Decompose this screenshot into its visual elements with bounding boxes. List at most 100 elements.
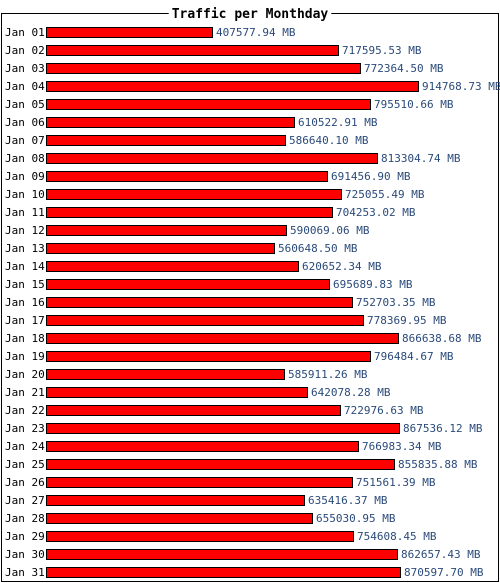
value-label: 610522.91 MB (298, 116, 378, 129)
bar-row: Jan 11 704253.02 MB (5, 206, 416, 219)
day-label: Jan 26 (5, 476, 45, 489)
bar-row: Jan 25 855835.88 MB (5, 458, 478, 471)
traffic-bar (46, 333, 399, 344)
traffic-bar (46, 243, 275, 254)
value-label: 766983.34 MB (362, 440, 442, 453)
value-label: 704253.02 MB (336, 206, 416, 219)
bar-row: Jan 01 407577.94 MB (5, 26, 296, 39)
day-label: Jan 19 (5, 350, 45, 363)
value-label: 590069.06 MB (290, 224, 370, 237)
bar-row: Jan 16 752703.35 MB (5, 296, 436, 309)
value-label: 717595.53 MB (342, 44, 422, 57)
value-label: 655030.95 MB (316, 512, 396, 525)
bar-row: Jan 02 717595.53 MB (5, 44, 422, 57)
traffic-bar (46, 513, 313, 524)
chart-frame (1, 13, 499, 582)
bar-row: Jan 03 772364.50 MB (5, 62, 444, 75)
day-label: Jan 23 (5, 422, 45, 435)
day-label: Jan 17 (5, 314, 45, 327)
traffic-bar (46, 153, 378, 164)
day-label: Jan 05 (5, 98, 45, 111)
bar-row: Jan 31 870597.70 MB (5, 566, 484, 579)
traffic-bar (46, 225, 287, 236)
value-label: 855835.88 MB (398, 458, 478, 471)
traffic-bar (46, 369, 285, 380)
day-label: Jan 21 (5, 386, 45, 399)
bar-row: Jan 26 751561.39 MB (5, 476, 436, 489)
value-label: 586640.10 MB (289, 134, 369, 147)
bar-row: Jan 05 795510.66 MB (5, 98, 454, 111)
value-label: 862657.43 MB (401, 548, 481, 561)
bar-row: Jan 08 813304.74 MB (5, 152, 461, 165)
traffic-bar (46, 63, 361, 74)
day-label: Jan 03 (5, 62, 45, 75)
traffic-bar (46, 207, 333, 218)
traffic-bar (46, 117, 295, 128)
day-label: Jan 13 (5, 242, 45, 255)
day-label: Jan 28 (5, 512, 45, 525)
traffic-bar (46, 279, 330, 290)
traffic-bar (46, 423, 400, 434)
value-label: 752703.35 MB (356, 296, 436, 309)
value-label: 407577.94 MB (216, 26, 296, 39)
day-label: Jan 20 (5, 368, 45, 381)
bar-row: Jan 22 722976.63 MB (5, 404, 424, 417)
value-label: 795510.66 MB (374, 98, 454, 111)
value-label: 796484.67 MB (374, 350, 454, 363)
day-label: Jan 22 (5, 404, 45, 417)
traffic-bar (46, 171, 328, 182)
traffic-bar (46, 549, 398, 560)
day-label: Jan 29 (5, 530, 45, 543)
traffic-bar (46, 315, 364, 326)
bar-row: Jan 19 796484.67 MB (5, 350, 454, 363)
traffic-bar (46, 99, 371, 110)
day-label: Jan 25 (5, 458, 45, 471)
value-label: 813304.74 MB (381, 152, 461, 165)
traffic-bar (46, 405, 341, 416)
traffic-bar (46, 441, 359, 452)
day-label: Jan 09 (5, 170, 45, 183)
day-label: Jan 02 (5, 44, 45, 57)
bar-row: Jan 18 866638.68 MB (5, 332, 482, 345)
value-label: 866638.68 MB (402, 332, 482, 345)
day-label: Jan 30 (5, 548, 45, 561)
bar-row: Jan 28 655030.95 MB (5, 512, 396, 525)
day-label: Jan 31 (5, 566, 45, 579)
traffic-bar (46, 459, 395, 470)
value-label: 691456.90 MB (331, 170, 411, 183)
bar-row: Jan 06 610522.91 MB (5, 116, 378, 129)
day-label: Jan 12 (5, 224, 45, 237)
value-label: 754608.45 MB (357, 530, 437, 543)
bar-row: Jan 15 695689.83 MB (5, 278, 413, 291)
value-label: 867536.12 MB (403, 422, 483, 435)
bar-row: Jan 07 586640.10 MB (5, 134, 369, 147)
day-label: Jan 01 (5, 26, 45, 39)
traffic-bar (46, 567, 401, 578)
day-label: Jan 07 (5, 134, 45, 147)
value-label: 560648.50 MB (278, 242, 358, 255)
traffic-bar (46, 189, 342, 200)
day-label: Jan 08 (5, 152, 45, 165)
day-label: Jan 24 (5, 440, 45, 453)
bar-row: Jan 21 642078.28 MB (5, 386, 391, 399)
bar-row: Jan 12 590069.06 MB (5, 224, 370, 237)
bar-row: Jan 20 585911.26 MB (5, 368, 368, 381)
traffic-bar (46, 261, 299, 272)
bar-row: Jan 13 560648.50 MB (5, 242, 358, 255)
bar-row: Jan 23 867536.12 MB (5, 422, 483, 435)
traffic-bar (46, 495, 305, 506)
value-label: 751561.39 MB (356, 476, 436, 489)
bar-row: Jan 27 635416.37 MB (5, 494, 388, 507)
value-label: 695689.83 MB (333, 278, 413, 291)
day-label: Jan 10 (5, 188, 45, 201)
traffic-bar (46, 45, 339, 56)
traffic-bar (46, 297, 353, 308)
bar-row: Jan 09 691456.90 MB (5, 170, 411, 183)
day-label: Jan 14 (5, 260, 45, 273)
bar-row: Jan 30 862657.43 MB (5, 548, 481, 561)
day-label: Jan 27 (5, 494, 45, 507)
traffic-bar (46, 81, 419, 92)
day-label: Jan 11 (5, 206, 45, 219)
day-label: Jan 18 (5, 332, 45, 345)
